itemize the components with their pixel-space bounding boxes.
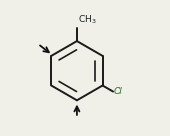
Text: CH$_3$: CH$_3$ (78, 14, 97, 26)
Text: Cl: Cl (114, 86, 123, 95)
Text: :: : (118, 86, 121, 95)
